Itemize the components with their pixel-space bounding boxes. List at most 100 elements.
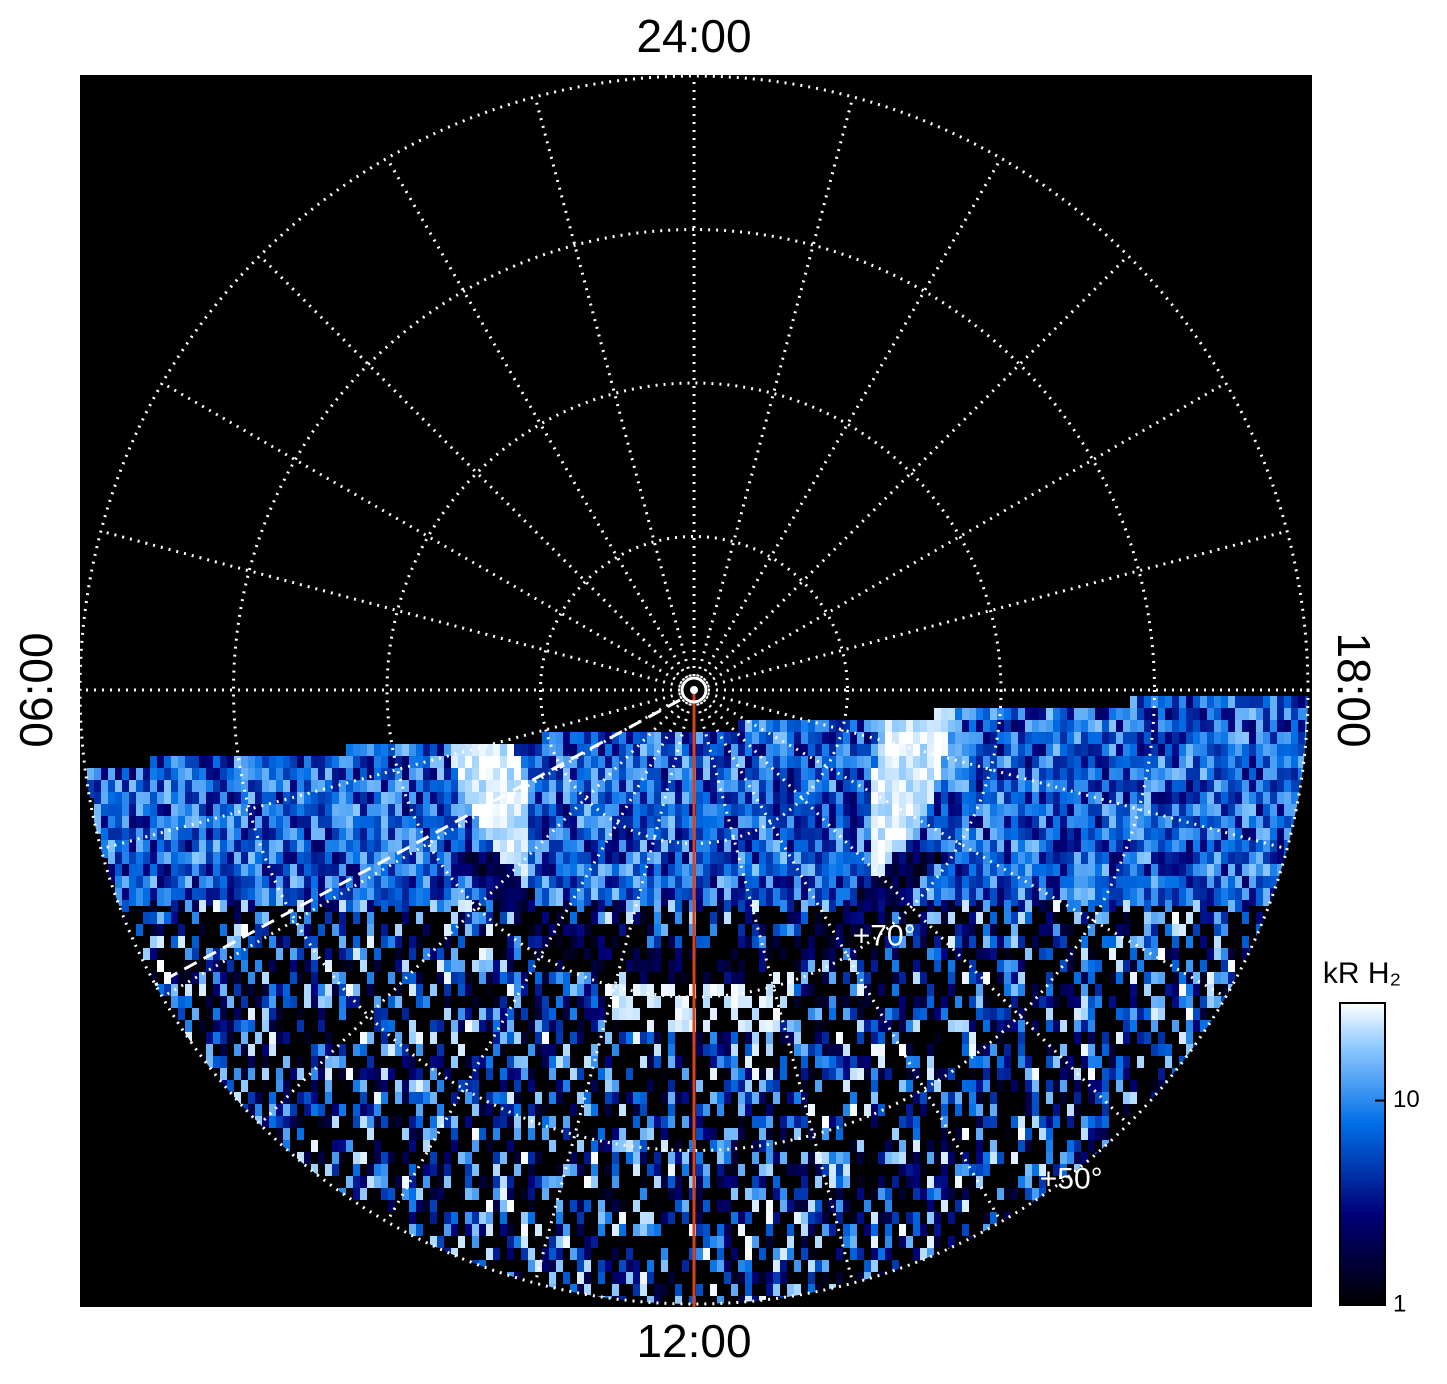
image-pixel xyxy=(969,996,976,1008)
image-pixel xyxy=(913,1164,920,1176)
image-pixel xyxy=(983,1008,990,1020)
image-pixel xyxy=(409,1128,416,1140)
image-pixel xyxy=(626,804,633,822)
image-pixel xyxy=(913,828,920,846)
image-pixel xyxy=(479,1020,486,1032)
image-pixel xyxy=(542,1032,549,1044)
image-pixel xyxy=(703,1104,710,1116)
image-pixel xyxy=(752,912,759,924)
image-pixel xyxy=(1067,840,1074,858)
image-pixel xyxy=(605,1140,612,1152)
image-pixel xyxy=(493,1092,500,1104)
image-pixel xyxy=(150,756,157,774)
image-pixel xyxy=(157,768,164,786)
image-pixel xyxy=(122,792,129,810)
image-pixel xyxy=(878,1068,885,1080)
image-pixel xyxy=(892,732,899,750)
image-pixel xyxy=(570,780,577,798)
image-pixel xyxy=(717,744,724,762)
image-pixel xyxy=(843,936,850,948)
image-pixel xyxy=(1172,720,1179,738)
image-pixel xyxy=(409,1068,416,1080)
image-pixel xyxy=(983,924,990,936)
image-pixel xyxy=(451,840,458,858)
image-pixel xyxy=(808,876,815,894)
image-pixel xyxy=(528,792,535,810)
image-pixel xyxy=(535,828,542,846)
image-pixel xyxy=(675,876,682,894)
image-pixel xyxy=(1039,852,1046,870)
image-pixel xyxy=(1095,780,1102,798)
image-pixel xyxy=(857,1056,864,1068)
image-pixel xyxy=(773,1176,780,1188)
image-pixel xyxy=(500,1104,507,1116)
image-pixel xyxy=(710,1068,717,1080)
image-pixel xyxy=(857,900,864,912)
image-pixel xyxy=(843,948,850,960)
image-pixel xyxy=(1263,720,1270,738)
image-pixel xyxy=(311,852,318,870)
image-pixel xyxy=(1242,828,1249,846)
image-pixel xyxy=(304,816,311,834)
image-pixel xyxy=(1263,696,1270,714)
image-pixel xyxy=(773,816,780,834)
image-pixel xyxy=(269,1116,276,1128)
image-pixel xyxy=(423,792,430,810)
image-pixel xyxy=(486,1140,493,1152)
image-pixel xyxy=(1235,852,1242,870)
image-pixel xyxy=(647,1032,654,1044)
image-pixel xyxy=(325,1068,332,1080)
image-pixel xyxy=(500,1032,507,1044)
image-pixel xyxy=(766,804,773,822)
image-pixel xyxy=(584,1176,591,1188)
image-pixel xyxy=(808,936,815,948)
image-pixel xyxy=(1277,828,1284,846)
image-pixel xyxy=(591,744,598,762)
image-pixel xyxy=(1123,780,1130,798)
image-pixel xyxy=(1025,756,1032,774)
image-pixel xyxy=(430,780,437,798)
image-pixel xyxy=(227,780,234,798)
image-pixel xyxy=(220,888,227,906)
image-pixel xyxy=(997,768,1004,786)
image-pixel xyxy=(290,996,297,1008)
image-pixel xyxy=(738,732,745,750)
image-pixel xyxy=(794,1284,801,1296)
image-pixel xyxy=(605,1200,612,1212)
image-pixel xyxy=(696,1248,703,1260)
image-pixel xyxy=(850,924,857,936)
image-pixel xyxy=(801,864,808,882)
image-pixel xyxy=(318,840,325,858)
image-pixel xyxy=(1151,948,1158,960)
image-pixel xyxy=(290,756,297,774)
image-pixel xyxy=(794,792,801,810)
image-pixel xyxy=(920,1224,927,1236)
image-pixel xyxy=(521,744,528,762)
image-pixel xyxy=(661,1128,668,1140)
image-pixel xyxy=(843,852,850,870)
image-pixel xyxy=(1151,972,1158,984)
image-pixel xyxy=(297,828,304,846)
image-pixel xyxy=(773,1260,780,1272)
image-pixel xyxy=(787,1248,794,1260)
image-pixel xyxy=(528,864,535,882)
image-pixel xyxy=(731,1272,738,1284)
image-pixel xyxy=(871,852,878,870)
image-pixel xyxy=(248,852,255,870)
image-pixel xyxy=(1291,792,1298,810)
image-pixel xyxy=(507,792,514,810)
image-pixel xyxy=(962,1188,969,1200)
image-pixel xyxy=(542,972,549,984)
image-pixel xyxy=(430,1116,437,1128)
image-pixel xyxy=(227,1032,234,1044)
image-pixel xyxy=(493,804,500,822)
image-pixel xyxy=(675,936,682,948)
image-pixel xyxy=(773,1152,780,1164)
image-pixel xyxy=(1151,780,1158,798)
image-pixel xyxy=(374,948,381,960)
image-pixel xyxy=(843,864,850,882)
image-pixel xyxy=(486,948,493,960)
image-pixel xyxy=(1067,900,1074,912)
image-pixel xyxy=(710,864,717,882)
image-pixel xyxy=(1242,876,1249,894)
